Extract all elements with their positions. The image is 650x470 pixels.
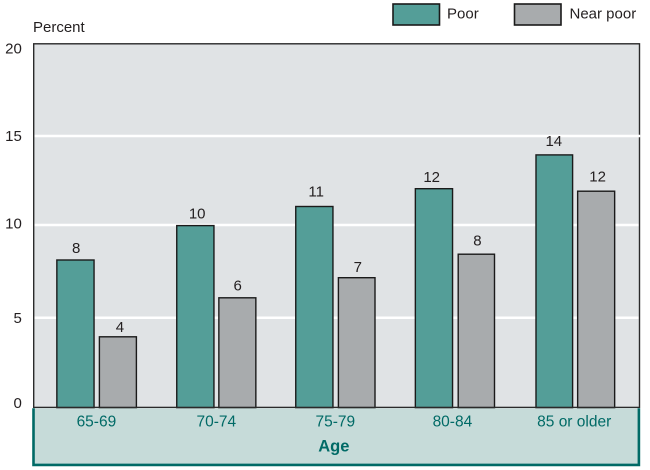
svg-text:Percent: Percent — [33, 19, 86, 36]
svg-text:4: 4 — [116, 319, 124, 336]
svg-text:10: 10 — [5, 216, 22, 233]
svg-text:12: 12 — [423, 169, 440, 186]
svg-text:14: 14 — [545, 133, 562, 150]
svg-text:65-69: 65-69 — [77, 413, 117, 430]
svg-text:11: 11 — [308, 183, 324, 200]
svg-text:80-84: 80-84 — [433, 413, 473, 430]
svg-text:12: 12 — [589, 169, 606, 186]
svg-text:6: 6 — [234, 277, 242, 294]
svg-text:8: 8 — [72, 240, 80, 257]
svg-text:Poor: Poor — [447, 5, 479, 22]
svg-text:10: 10 — [189, 205, 206, 222]
svg-text:0: 0 — [13, 395, 21, 412]
svg-text:7: 7 — [354, 259, 362, 276]
svg-text:Near poor: Near poor — [570, 5, 637, 22]
svg-text:5: 5 — [13, 310, 21, 327]
svg-text:15: 15 — [5, 128, 22, 145]
svg-text:20: 20 — [5, 40, 22, 57]
svg-text:85 or older: 85 or older — [537, 413, 611, 430]
svg-text:75-79: 75-79 — [315, 413, 355, 430]
svg-text:70-74: 70-74 — [196, 413, 236, 430]
svg-text:Age: Age — [318, 438, 349, 456]
svg-text:8: 8 — [473, 233, 481, 250]
